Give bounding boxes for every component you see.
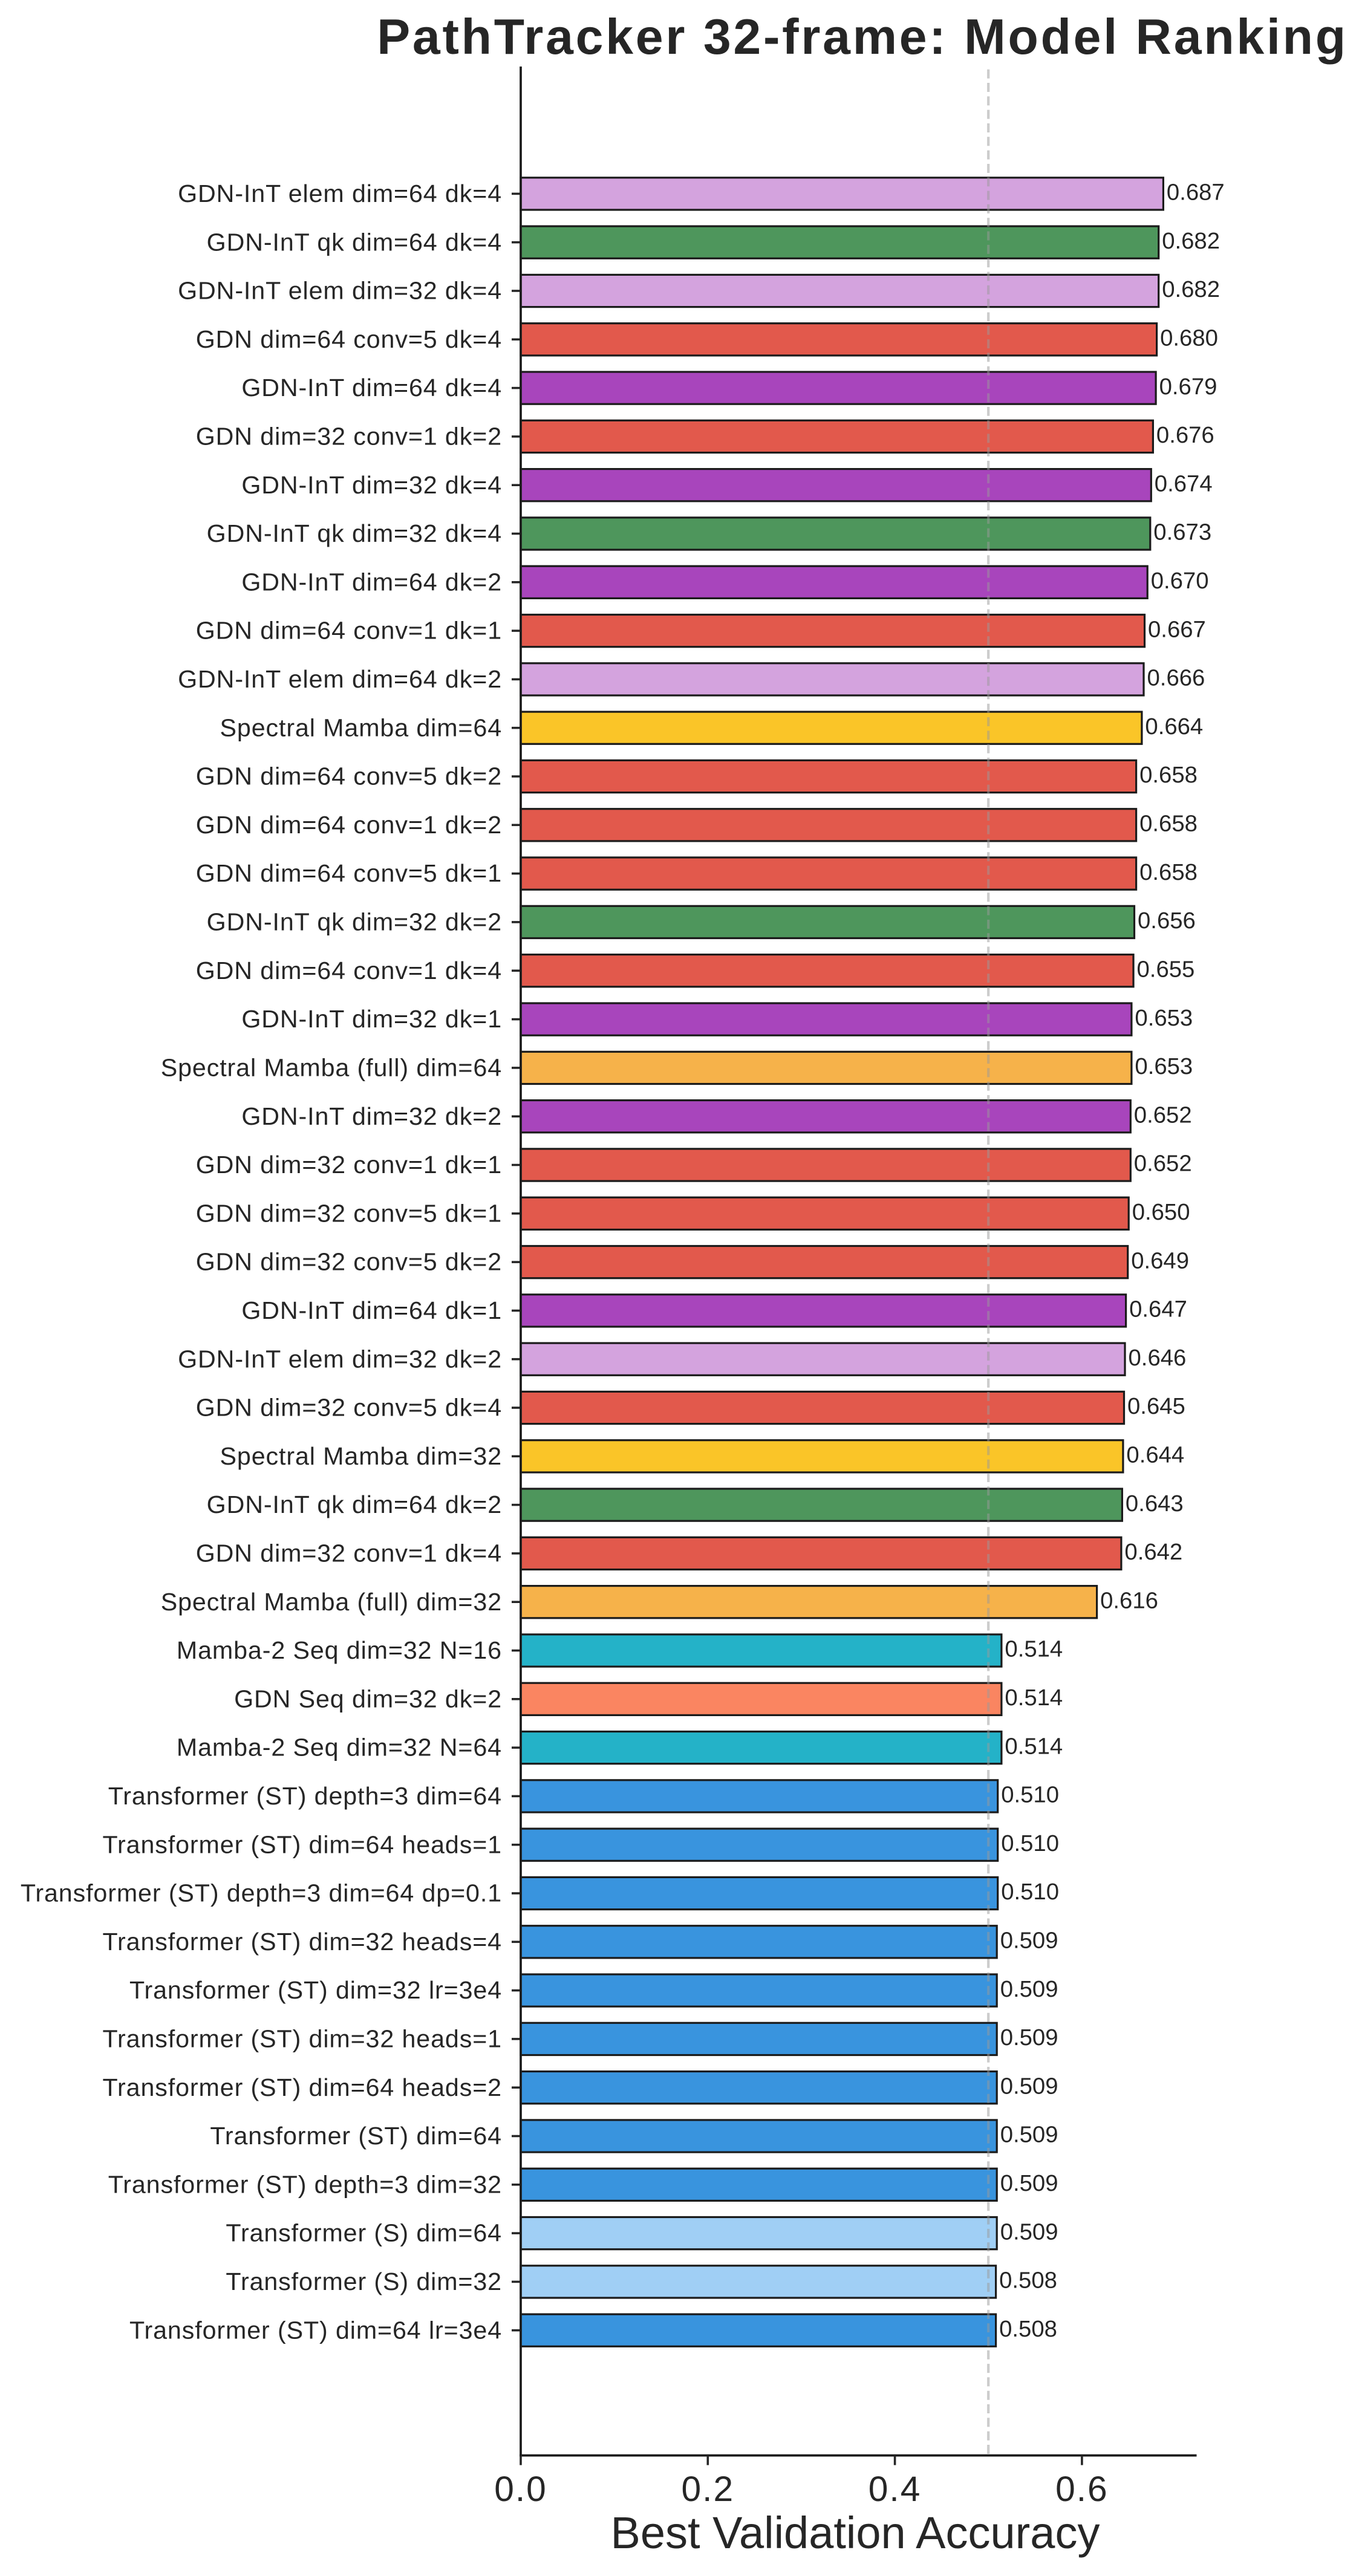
svg-text:0.510: 0.510 <box>1001 1830 1059 1856</box>
svg-text:0.655: 0.655 <box>1137 956 1195 982</box>
svg-text:0.647: 0.647 <box>1129 1296 1187 1322</box>
svg-text:0.514: 0.514 <box>1005 1685 1063 1711</box>
svg-text:GDN dim=32 conv=5 dk=2: GDN dim=32 conv=5 dk=2 <box>196 1248 502 1276</box>
svg-text:0.510: 0.510 <box>1001 1879 1059 1905</box>
svg-text:0.658: 0.658 <box>1139 811 1198 837</box>
svg-text:GDN-InT qk dim=32 dk=2: GDN-InT qk dim=32 dk=2 <box>207 908 502 936</box>
svg-text:GDN-InT elem dim=64 dk=4: GDN-InT elem dim=64 dk=4 <box>178 180 502 207</box>
svg-text:Transformer (ST) depth=3 dim=6: Transformer (ST) depth=3 dim=64 <box>108 1782 502 1810</box>
svg-text:GDN-InT elem dim=64 dk=2: GDN-InT elem dim=64 dk=2 <box>178 665 502 693</box>
svg-text:GDN dim=32 conv=1 dk=4: GDN dim=32 conv=1 dk=4 <box>196 1540 502 1567</box>
svg-text:0.682: 0.682 <box>1162 228 1220 254</box>
svg-text:0.510: 0.510 <box>1001 1782 1059 1808</box>
svg-text:0.508: 0.508 <box>999 2268 1057 2294</box>
svg-text:0.509: 0.509 <box>1000 1976 1058 2002</box>
svg-text:Transformer (ST) dim=32 heads=: Transformer (ST) dim=32 heads=4 <box>103 1928 502 1956</box>
svg-text:0.509: 0.509 <box>1000 2025 1058 2051</box>
svg-text:GDN dim=64 conv=1 dk=1: GDN dim=64 conv=1 dk=1 <box>196 617 502 645</box>
svg-text:Spectral Mamba (full) dim=32: Spectral Mamba (full) dim=32 <box>161 1588 502 1616</box>
svg-text:GDN-InT dim=64 dk=4: GDN-InT dim=64 dk=4 <box>241 374 502 402</box>
svg-text:0.673: 0.673 <box>1153 519 1211 545</box>
svg-text:0.509: 0.509 <box>1000 2219 1058 2245</box>
svg-text:Transformer (ST) dim=64 heads=: Transformer (ST) dim=64 heads=1 <box>103 1830 502 1858</box>
svg-text:0.508: 0.508 <box>999 2316 1057 2342</box>
svg-text:GDN-InT qk dim=64 dk=4: GDN-InT qk dim=64 dk=4 <box>207 228 502 256</box>
svg-text:0.645: 0.645 <box>1127 1393 1185 1419</box>
svg-text:Spectral Mamba dim=64: Spectral Mamba dim=64 <box>220 714 502 741</box>
svg-text:Mamba-2 Seq dim=32 N=16: Mamba-2 Seq dim=32 N=16 <box>177 1636 502 1664</box>
svg-text:0.664: 0.664 <box>1145 714 1203 740</box>
svg-text:GDN-InT qk dim=64 dk=2: GDN-InT qk dim=64 dk=2 <box>207 1491 502 1518</box>
svg-text:0.0: 0.0 <box>494 2470 547 2509</box>
svg-text:0.680: 0.680 <box>1160 325 1218 351</box>
svg-text:GDN dim=64 conv=5 dk=4: GDN dim=64 conv=5 dk=4 <box>196 325 502 353</box>
svg-text:Transformer (S) dim=64: Transformer (S) dim=64 <box>226 2219 502 2247</box>
svg-text:Transformer (ST) dim=32 heads=: Transformer (ST) dim=32 heads=1 <box>103 2025 502 2053</box>
svg-text:0.509: 0.509 <box>1000 2170 1058 2196</box>
svg-text:0.658: 0.658 <box>1139 762 1198 788</box>
svg-text:GDN Seq dim=32 dk=2: GDN Seq dim=32 dk=2 <box>234 1685 502 1712</box>
svg-text:Transformer (ST) depth=3 dim=6: Transformer (ST) depth=3 dim=64 dp=0.1 <box>21 1879 502 1907</box>
svg-text:0.653: 0.653 <box>1135 1053 1193 1079</box>
svg-text:Spectral Mamba (full) dim=64: Spectral Mamba (full) dim=64 <box>161 1054 502 1082</box>
svg-text:0.679: 0.679 <box>1159 374 1217 400</box>
svg-text:GDN-InT qk dim=32 dk=4: GDN-InT qk dim=32 dk=4 <box>207 519 502 547</box>
svg-text:GDN-InT elem dim=32 dk=4: GDN-InT elem dim=32 dk=4 <box>178 277 502 305</box>
svg-text:0.642: 0.642 <box>1124 1539 1182 1565</box>
svg-text:GDN dim=64 conv=5 dk=1: GDN dim=64 conv=5 dk=1 <box>196 859 502 887</box>
svg-text:0.676: 0.676 <box>1156 422 1214 448</box>
svg-text:0.652: 0.652 <box>1134 1102 1192 1128</box>
svg-text:0.4: 0.4 <box>869 2470 922 2509</box>
svg-text:0.514: 0.514 <box>1005 1733 1063 1759</box>
svg-text:0.687: 0.687 <box>1167 180 1225 206</box>
svg-text:0.509: 0.509 <box>1000 2122 1058 2148</box>
svg-text:GDN dim=64 conv=5 dk=2: GDN dim=64 conv=5 dk=2 <box>196 763 502 790</box>
svg-text:GDN-InT dim=64 dk=1: GDN-InT dim=64 dk=1 <box>241 1296 502 1324</box>
svg-text:GDN dim=32 conv=5 dk=1: GDN dim=32 conv=5 dk=1 <box>196 1199 502 1227</box>
svg-text:0.514: 0.514 <box>1005 1636 1063 1662</box>
svg-text:GDN dim=64 conv=1 dk=2: GDN dim=64 conv=1 dk=2 <box>196 811 502 839</box>
svg-text:0.643: 0.643 <box>1126 1491 1184 1517</box>
svg-text:Mamba-2 Seq dim=32 N=64: Mamba-2 Seq dim=32 N=64 <box>177 1734 502 1761</box>
svg-text:GDN-InT dim=64 dk=2: GDN-InT dim=64 dk=2 <box>241 568 502 596</box>
svg-text:Transformer (ST) dim=64: Transformer (ST) dim=64 <box>210 2122 502 2150</box>
svg-text:0.667: 0.667 <box>1148 616 1206 642</box>
svg-text:0.646: 0.646 <box>1129 1345 1187 1371</box>
svg-text:0.674: 0.674 <box>1155 470 1213 496</box>
svg-text:0.666: 0.666 <box>1147 665 1205 691</box>
svg-text:0.652: 0.652 <box>1134 1151 1192 1177</box>
svg-text:Transformer (S) dim=32: Transformer (S) dim=32 <box>226 2268 502 2295</box>
svg-text:PathTracker 32-frame: Model Ra: PathTracker 32-frame: Model Ranking <box>377 9 1348 65</box>
svg-text:0.6: 0.6 <box>1055 2470 1109 2509</box>
svg-text:GDN-InT dim=32 dk=2: GDN-InT dim=32 dk=2 <box>241 1102 502 1130</box>
svg-text:0.509: 0.509 <box>1000 2073 1058 2099</box>
svg-text:0.653: 0.653 <box>1135 1005 1193 1031</box>
svg-text:GDN-InT dim=32 dk=1: GDN-InT dim=32 dk=1 <box>241 1005 502 1033</box>
svg-text:0.682: 0.682 <box>1162 276 1220 302</box>
svg-text:0.650: 0.650 <box>1132 1199 1190 1225</box>
svg-text:0.2: 0.2 <box>682 2470 735 2509</box>
svg-text:GDN-InT elem dim=32 dk=2: GDN-InT elem dim=32 dk=2 <box>178 1345 502 1373</box>
svg-text:0.509: 0.509 <box>1000 1928 1058 1954</box>
svg-text:GDN dim=32 conv=1 dk=1: GDN dim=32 conv=1 dk=1 <box>196 1151 502 1179</box>
svg-text:0.649: 0.649 <box>1131 1247 1189 1273</box>
svg-text:Transformer (ST) dim=64 lr=3e4: Transformer (ST) dim=64 lr=3e4 <box>129 2316 502 2344</box>
svg-text:GDN dim=32 conv=5 dk=4: GDN dim=32 conv=5 dk=4 <box>196 1394 502 1422</box>
svg-text:0.656: 0.656 <box>1138 908 1196 934</box>
svg-text:Best Validation Accuracy: Best Validation Accuracy <box>611 2508 1100 2558</box>
svg-text:0.658: 0.658 <box>1139 859 1198 885</box>
svg-text:Transformer (ST) dim=64 heads=: Transformer (ST) dim=64 heads=2 <box>103 2073 502 2101</box>
svg-text:0.644: 0.644 <box>1126 1442 1184 1468</box>
svg-text:GDN dim=64 conv=1 dk=4: GDN dim=64 conv=1 dk=4 <box>196 957 502 984</box>
svg-text:0.670: 0.670 <box>1151 568 1209 594</box>
svg-text:Transformer (ST) dim=32 lr=3e4: Transformer (ST) dim=32 lr=3e4 <box>129 1976 502 2004</box>
svg-text:GDN-InT dim=32 dk=4: GDN-InT dim=32 dk=4 <box>241 471 502 499</box>
svg-text:GDN dim=32 conv=1 dk=2: GDN dim=32 conv=1 dk=2 <box>196 423 502 450</box>
svg-text:0.616: 0.616 <box>1100 1587 1158 1613</box>
svg-text:Transformer (ST) depth=3 dim=3: Transformer (ST) depth=3 dim=32 <box>108 2170 502 2198</box>
svg-text:Spectral Mamba dim=32: Spectral Mamba dim=32 <box>220 1442 502 1470</box>
